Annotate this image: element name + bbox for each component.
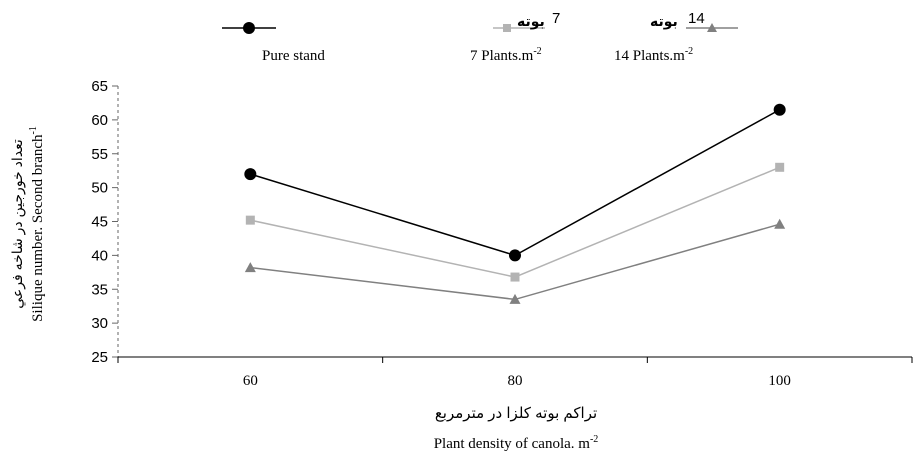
x-axis: 60 80 100 xyxy=(117,356,913,389)
y-axis-title-fa: تعداد خورجین در شاخه فرعي xyxy=(9,139,26,309)
legend-entry-pure-stand: Pure stand xyxy=(222,22,325,64)
series-2 xyxy=(245,162,785,282)
legend-label-14-num: 14 xyxy=(688,10,705,27)
series-1 xyxy=(244,103,786,262)
series-line xyxy=(250,223,780,301)
legend-label-7-plants-main: 7 Plants.m xyxy=(470,48,534,64)
data-point-circle xyxy=(244,168,257,181)
legend-label-7-plants-sup: -2 xyxy=(533,46,541,57)
x-tick-label: 60 xyxy=(243,373,258,389)
data-point-triangle xyxy=(774,218,786,229)
series-layer xyxy=(244,103,786,304)
y-tick-label: 40 xyxy=(91,247,108,264)
y-tick-label: 55 xyxy=(91,146,108,163)
y-axis-title-en: Silique number. Second branch-1 xyxy=(28,126,46,322)
legend-entry-14-plants: بوته 14 14 Plants.m-2 xyxy=(614,10,738,64)
data-point-triangle xyxy=(244,262,256,273)
legend-label-14-plants-sup: -2 xyxy=(685,46,693,57)
x-axis-title-en-main: Plant density of canola. m xyxy=(434,436,591,452)
data-point-triangle xyxy=(509,293,521,304)
y-tick-label: 45 xyxy=(91,214,108,231)
series-line xyxy=(250,109,781,257)
y-axis-title-en-main: Silique number. Second branch xyxy=(30,134,46,322)
legend-label-14-plants: 14 Plants.m-2 xyxy=(614,46,693,64)
y-tick-label: 65 xyxy=(91,78,108,95)
legend-marker-circle xyxy=(243,22,255,34)
y-tick-label: 50 xyxy=(91,180,108,197)
legend-label-7-num: 7 xyxy=(552,10,560,27)
legend-entry-7-plants: بوته 7 7 Plants.m-2 xyxy=(470,10,560,64)
x-axis-title-en-sup: -2 xyxy=(590,434,598,445)
y-tick-label: 35 xyxy=(91,281,108,298)
legend-label-pure-stand: Pure stand xyxy=(262,48,325,64)
x-tick-label: 100 xyxy=(768,373,791,389)
data-point-square xyxy=(510,272,520,282)
data-point-square xyxy=(245,215,255,225)
x-axis-title-en: Plant density of canola. m-2 xyxy=(434,434,599,452)
y-tick-label: 60 xyxy=(91,112,108,129)
legend-label-7-plants: 7 Plants.m-2 xyxy=(470,46,542,64)
y-tick-label: 25 xyxy=(91,349,108,366)
data-point-square xyxy=(775,162,785,172)
x-axis-title-fa: تراکم بوته کلزا در مترمربع xyxy=(435,405,597,422)
legend-label-14-plants-main: 14 Plants.m xyxy=(614,48,685,64)
legend-label-14-fa: بوته xyxy=(650,13,678,30)
y-axis: 25 30 35 40 45 50 55 60 65 xyxy=(91,78,119,366)
legend: Pure stand بوته 7 7 Plants.m-2 بوته 14 1… xyxy=(222,10,738,64)
data-point-circle xyxy=(773,103,786,116)
y-tick-label: 30 xyxy=(91,315,108,332)
x-tick-label: 80 xyxy=(508,373,523,389)
series-3 xyxy=(244,218,786,304)
legend-marker-triangle xyxy=(707,23,717,32)
data-point-circle xyxy=(509,249,521,262)
y-axis-title-en-sup: -1 xyxy=(28,126,39,134)
legend-label-7-fa: بوته xyxy=(517,13,545,30)
legend-marker-square xyxy=(503,24,511,32)
